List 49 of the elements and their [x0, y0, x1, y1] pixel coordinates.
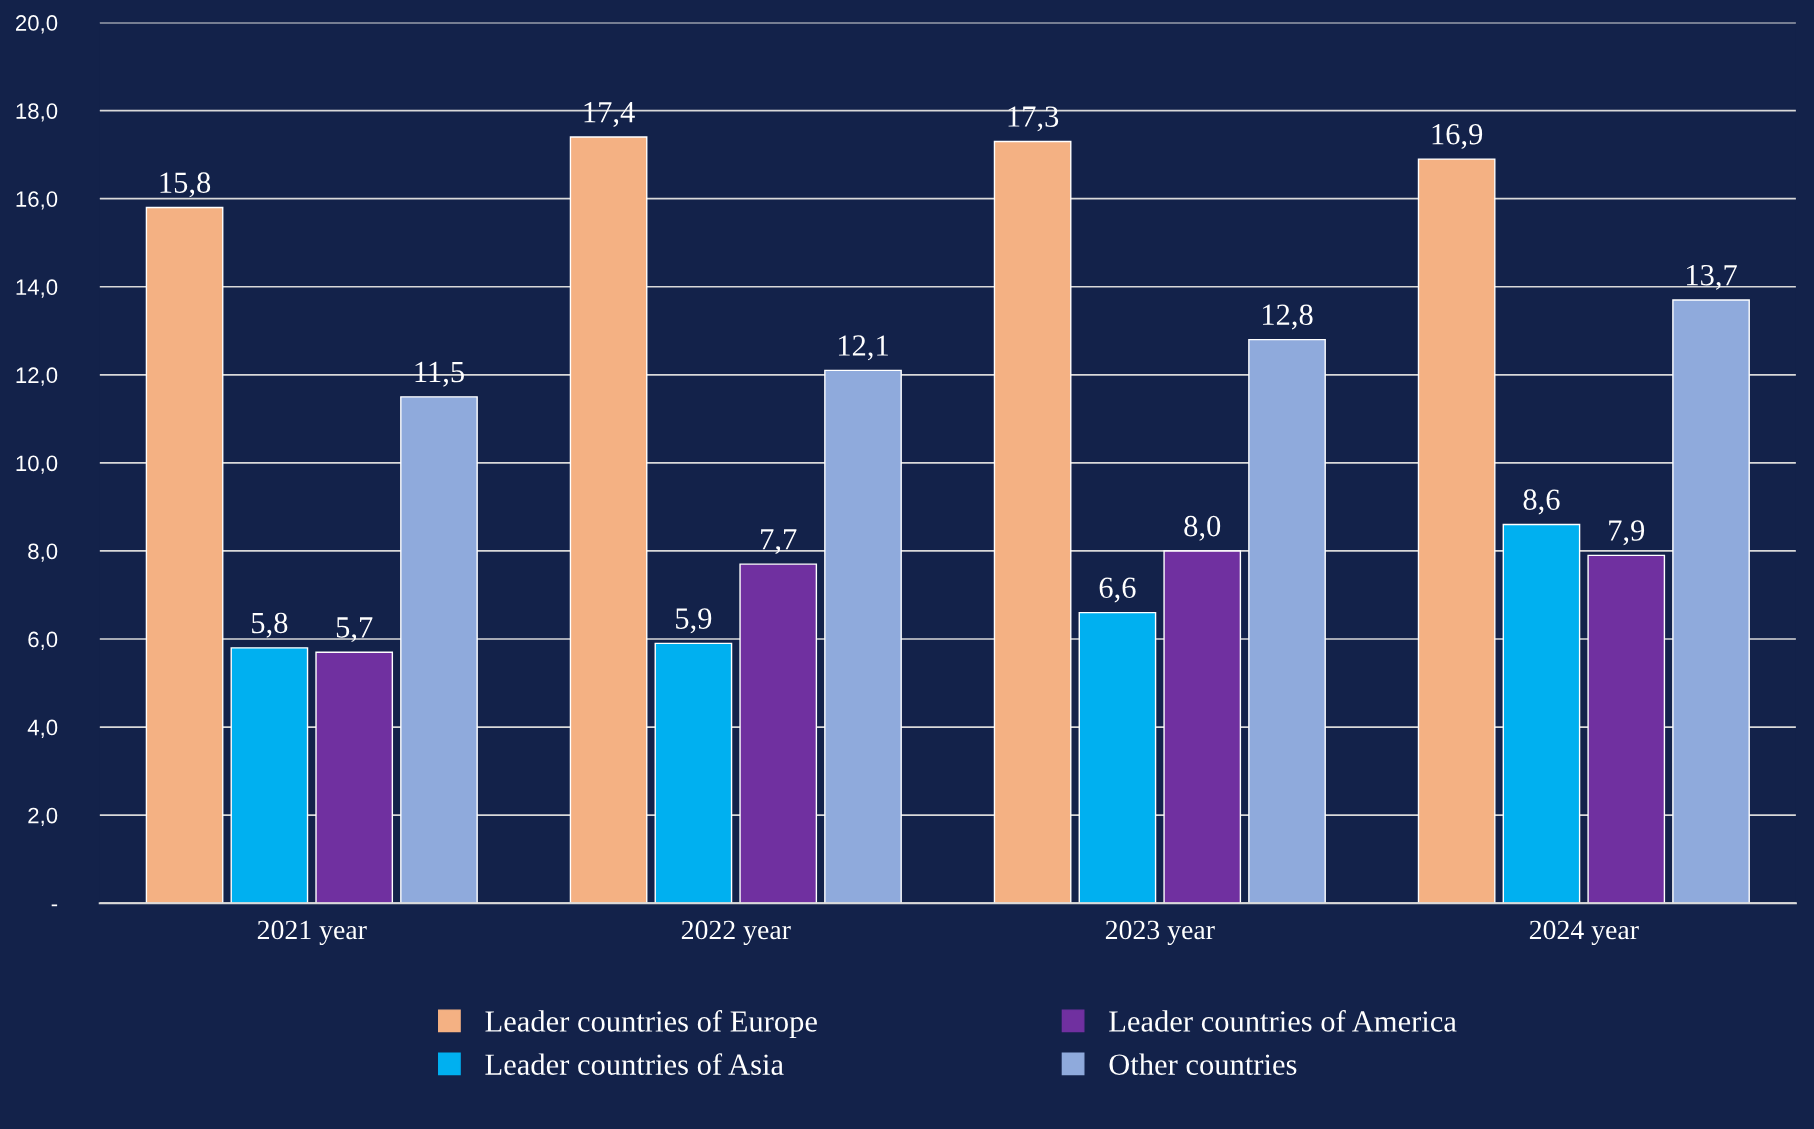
- bar: [569, 136, 648, 904]
- x-tick-label: 2021 year: [257, 920, 367, 946]
- data-label: 5,7: [336, 617, 373, 643]
- bar: [400, 396, 478, 904]
- bar: [654, 642, 733, 904]
- bar: [1502, 523, 1581, 904]
- legend-label: Other countries: [1109, 1053, 1297, 1075]
- data-label: 13,7: [1687, 264, 1737, 290]
- data-label: 8,0: [1184, 515, 1221, 541]
- bar: [1163, 550, 1242, 904]
- data-label: 7,9: [1609, 520, 1645, 546]
- bar: [824, 369, 902, 904]
- y-tick-label: 20,0: [15, 15, 58, 34]
- data-label: 15,8: [160, 172, 211, 198]
- data-label: 8,6: [1523, 489, 1560, 515]
- data-label: 5,9: [676, 608, 712, 634]
- data-label: 12,1: [838, 335, 888, 361]
- bar: [993, 140, 1072, 904]
- y-tick-label: 14,0: [16, 279, 58, 298]
- bar: [1672, 299, 1750, 904]
- data-label: 16,9: [1432, 124, 1483, 149]
- data-label: 12,8: [1262, 304, 1313, 330]
- y-tick-label: 2,0: [28, 807, 58, 827]
- bar: [230, 647, 309, 904]
- y-tick-label: 18,0: [16, 103, 58, 122]
- y-tick-label: 16,0: [16, 191, 58, 210]
- y-tick-label: -: [51, 904, 58, 907]
- bar: [739, 563, 818, 904]
- bar: [1417, 158, 1496, 904]
- bar: [1587, 554, 1666, 904]
- x-tick-label: 2024 year: [1529, 920, 1639, 946]
- y-tick-label: 6,0: [28, 631, 58, 650]
- data-label: 17,3: [1008, 106, 1059, 132]
- bar: [315, 651, 394, 904]
- y-tick-label: 12,0: [16, 367, 58, 386]
- x-tick-label: 2023 year: [1105, 920, 1215, 946]
- bar: [1078, 611, 1157, 904]
- y-tick-label: 8,0: [28, 543, 58, 562]
- legend-label: Leader countries of Asia: [485, 1053, 784, 1075]
- x-tick-label: 2022 year: [681, 920, 791, 946]
- y-tick-label: 4,0: [27, 719, 58, 738]
- legend-label: Leader countries of Europe: [485, 1009, 817, 1038]
- y-tick-label: 10,0: [16, 455, 58, 474]
- legend-label: Leader countries of America: [1109, 1009, 1457, 1032]
- bar: [145, 206, 224, 904]
- data-label: 5,8: [252, 612, 288, 638]
- data-label: 7,7: [761, 529, 797, 555]
- data-label: 6,6: [1099, 577, 1136, 603]
- bar: [1248, 338, 1326, 904]
